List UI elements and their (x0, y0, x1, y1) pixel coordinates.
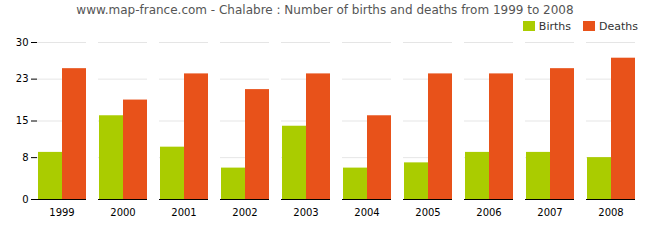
svg-text:2006: 2006 (476, 207, 501, 218)
svg-text:8: 8 (22, 152, 28, 163)
svg-text:15: 15 (16, 115, 29, 126)
html-text:Births: Births (538, 20, 571, 33)
svg-text:2003: 2003 (293, 207, 318, 218)
svg-text:2000: 2000 (110, 207, 135, 218)
svg-text:2005: 2005 (415, 207, 440, 218)
svg-text:0: 0 (22, 194, 28, 205)
svg-text:2007: 2007 (537, 207, 562, 218)
svg-text:1999: 1999 (49, 207, 74, 218)
svg-text:23: 23 (16, 73, 29, 84)
html-text:Deaths: Deaths (599, 20, 638, 33)
svg-text:2008: 2008 (598, 207, 623, 218)
svg-text:2004: 2004 (354, 207, 379, 218)
svg-text:2001: 2001 (171, 207, 196, 218)
html-text:www.map-france.com - Chalabre: www.map-france.com - Chalabre : Number o… (76, 3, 574, 17)
svg-text:2002: 2002 (232, 207, 257, 218)
svg-text:30: 30 (16, 37, 29, 48)
